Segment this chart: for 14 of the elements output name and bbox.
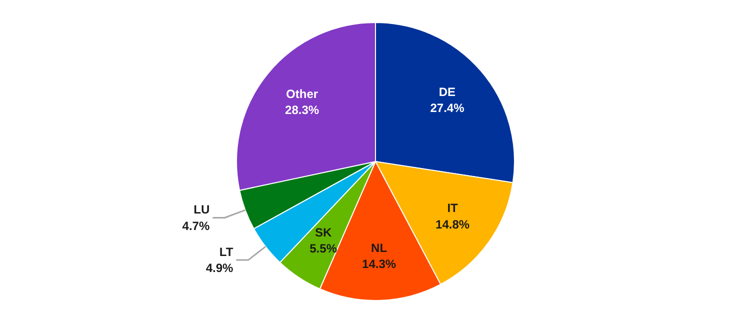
data-label: 14.3% xyxy=(362,257,396,272)
data-label: 4.7% xyxy=(182,218,210,233)
slice-label: DE xyxy=(438,84,456,99)
slice-label: LU xyxy=(194,202,210,217)
data-label: 14.8% xyxy=(436,217,470,232)
slice-label: Other xyxy=(286,86,318,101)
data-label: 4.9% xyxy=(206,261,234,276)
data-label: 27.4% xyxy=(430,101,465,115)
slice-label: LT xyxy=(219,245,234,260)
data-label: 5.5% xyxy=(310,241,338,256)
slice-label: NL xyxy=(371,240,388,255)
slice-label: SK xyxy=(314,225,332,240)
slice-label: IT xyxy=(447,201,459,216)
data-label: 28.3% xyxy=(285,103,320,118)
